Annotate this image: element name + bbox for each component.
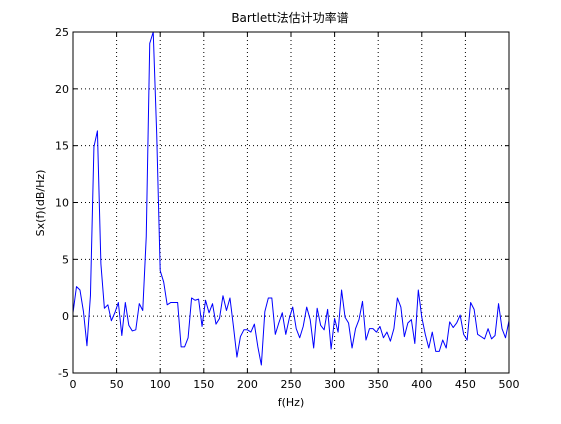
x-tick-label: 200 [237,378,258,391]
y-tick-label: 10 [55,197,69,210]
y-tick-label: 20 [55,83,69,96]
y-tick-label: -5 [58,367,69,380]
x-tick-label: 150 [193,378,214,391]
axis-ticks [72,31,510,374]
x-axis-label: f(Hz) [278,396,305,409]
y-tick-label: 0 [62,310,69,323]
y-tick-labels: -5 0 5 10 15 20 25 [55,26,69,380]
plot-area [73,32,509,373]
x-tick-label: 0 [70,378,77,391]
x-tick-label: 250 [281,378,302,391]
series-line-0 [72,31,510,366]
x-tick-label: 450 [455,378,476,391]
x-tick-label: 100 [150,378,171,391]
x-tick-label: 50 [110,378,124,391]
x-tick-label: 350 [368,378,389,391]
plot-frame [72,31,510,374]
x-tick-labels: 0 50 100 150 200 250 300 350 400 450 500 [70,378,520,391]
series [72,31,510,366]
y-tick-label: 25 [55,26,69,39]
y-tick-label: 15 [55,140,69,153]
chart-title: Bartlett法估计功率谱 [231,10,348,25]
x-tick-label: 300 [324,378,345,391]
x-tick-label: 500 [499,378,520,391]
x-tick-label: 400 [411,378,432,391]
y-tick-label: 5 [62,253,69,266]
y-axis-label: Sx(f)(dB/Hz) [34,170,47,237]
